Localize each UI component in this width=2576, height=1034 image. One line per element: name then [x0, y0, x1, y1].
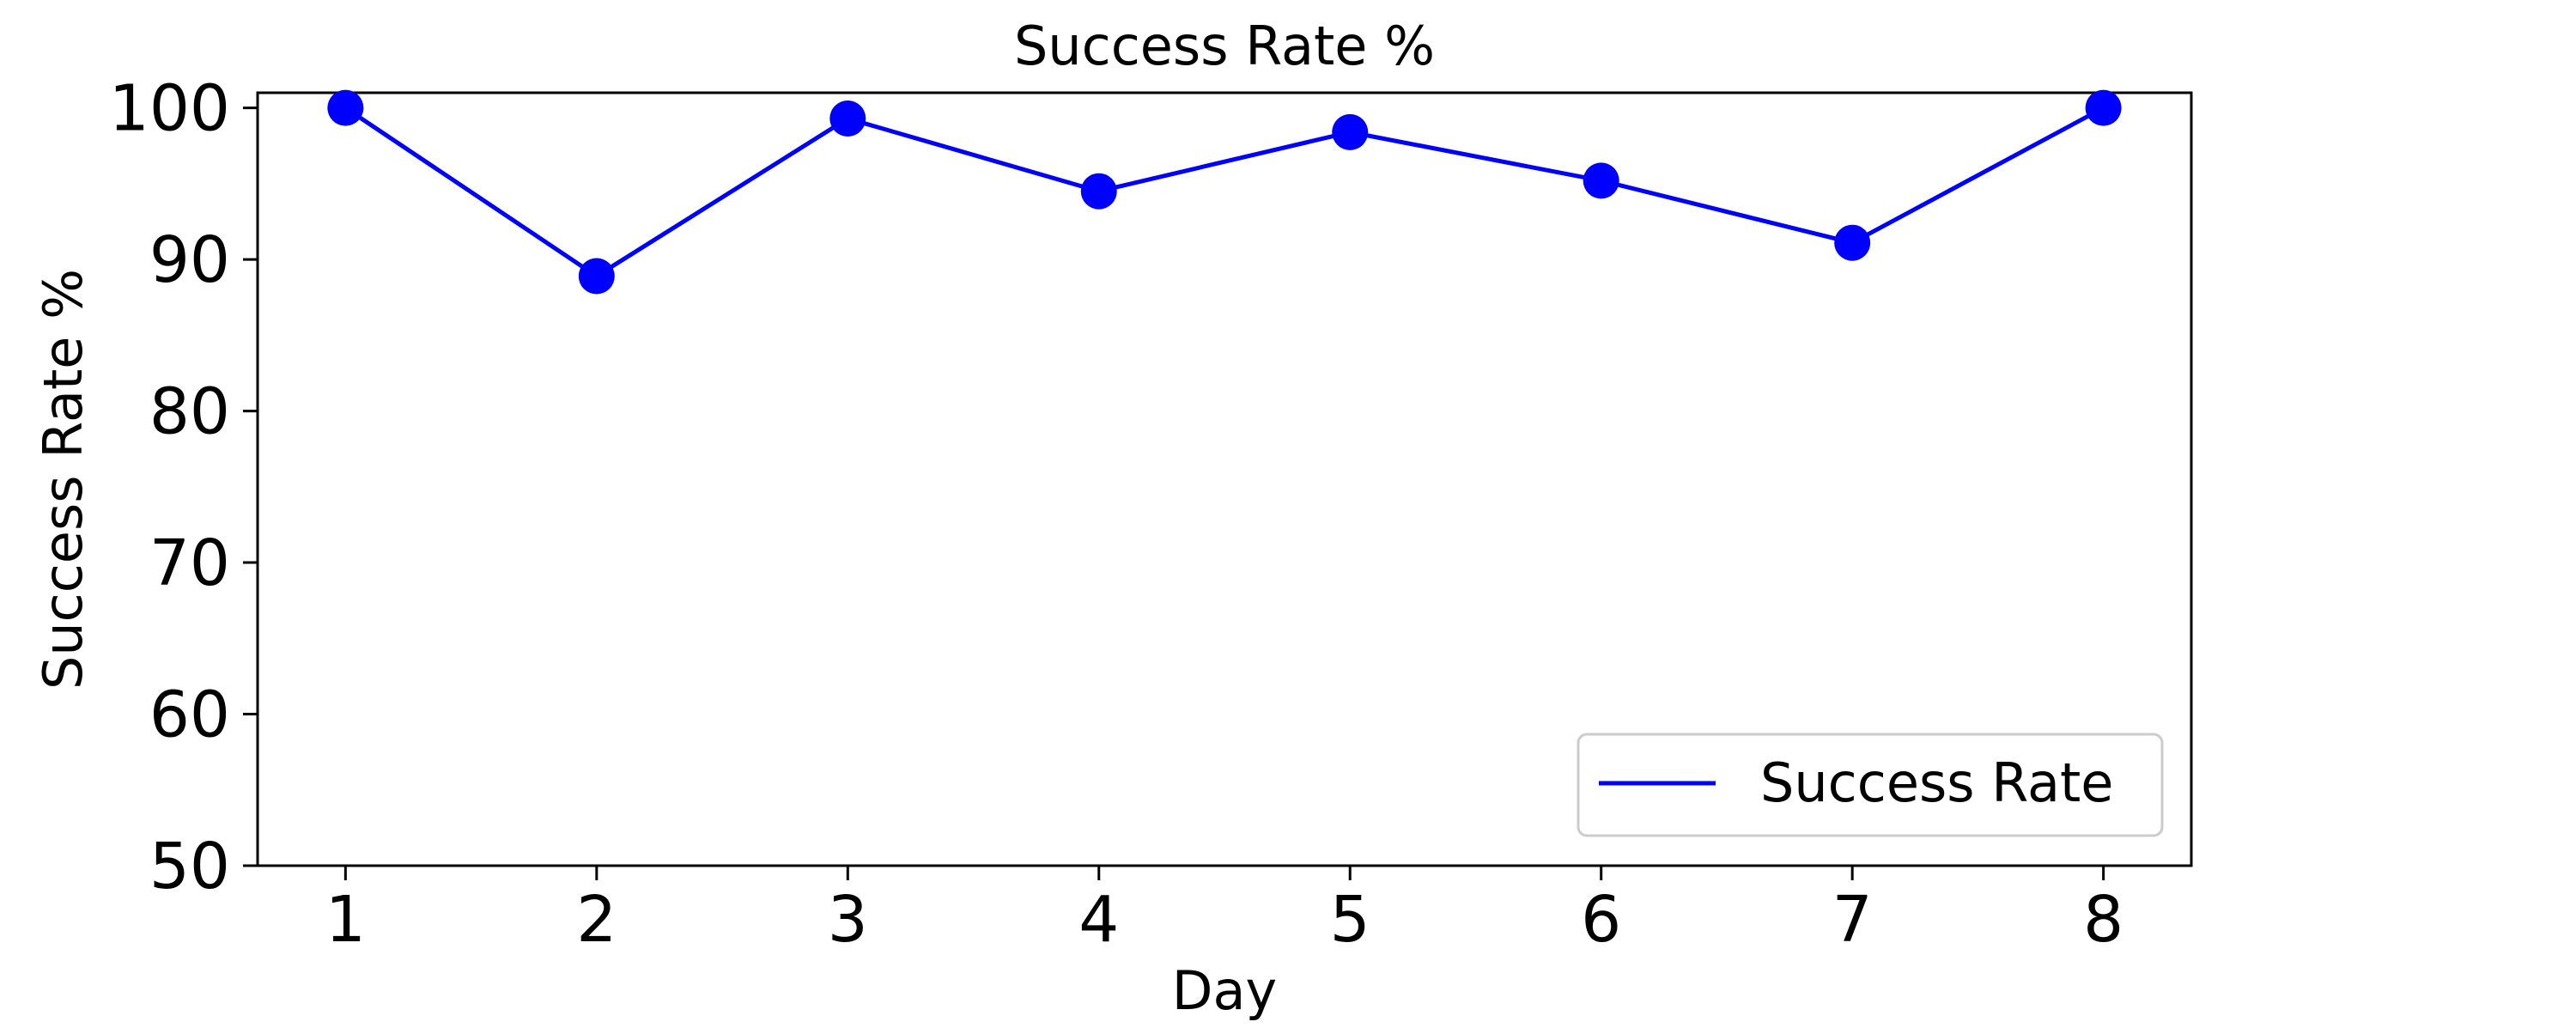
x-tick-label: 3: [828, 883, 868, 957]
legend-label-success-rate: Success Rate: [1760, 751, 2113, 814]
x-tick-label: 6: [1581, 883, 1621, 957]
y-tick-label: 60: [149, 678, 230, 752]
x-tick-label: 8: [2083, 883, 2123, 957]
y-tick-label: 100: [109, 72, 230, 146]
data-point-day-7: [1834, 224, 1871, 261]
data-point-day-1: [327, 89, 364, 126]
x-tick-label: 2: [576, 883, 617, 957]
y-tick-label: 90: [149, 223, 230, 297]
y-axis-label: Success Rate %: [32, 269, 94, 690]
x-tick-label: 4: [1078, 883, 1119, 957]
data-point-day-8: [2085, 89, 2122, 126]
legend: Success Rate: [1577, 733, 2164, 837]
x-tick-label: 7: [1832, 883, 1873, 957]
y-tick-label: 70: [149, 526, 230, 600]
chart-title: Success Rate %: [1014, 15, 1435, 77]
data-point-day-5: [1332, 113, 1369, 150]
x-axis-ticks: 1 2 3 4 5 6 7 8: [325, 866, 2123, 957]
series-layer: [327, 89, 2122, 295]
y-tick-label: 80: [149, 375, 230, 449]
data-point-day-2: [578, 258, 615, 295]
series-line-success-rate: [343, 106, 2105, 279]
data-point-day-4: [1080, 173, 1117, 210]
x-tick-label: 5: [1330, 883, 1370, 957]
data-point-day-3: [829, 100, 866, 137]
x-tick-label: 1: [325, 883, 366, 957]
x-axis-label: Day: [1172, 959, 1277, 1022]
plot-area-frame: [256, 91, 2193, 867]
legend-box: [1577, 733, 2164, 837]
y-axis-ticks: 50 60 70 80 90 100: [109, 72, 258, 903]
data-point-day-6: [1583, 162, 1619, 199]
y-tick-label: 50: [149, 830, 230, 903]
